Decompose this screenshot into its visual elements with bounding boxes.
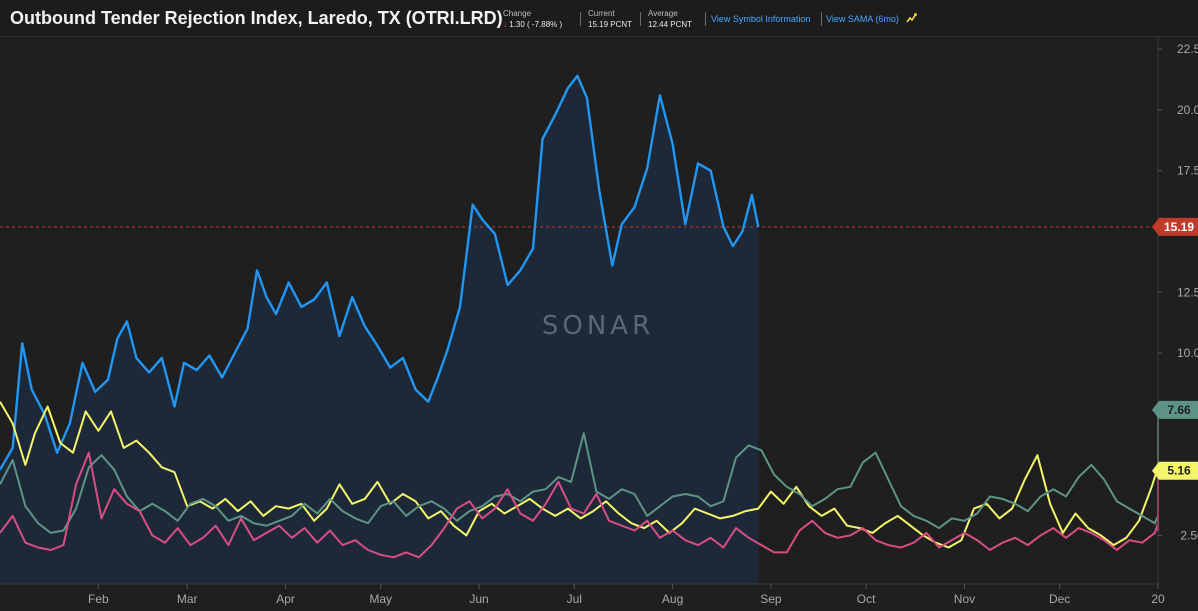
x-tick-label: Jun: [469, 592, 488, 606]
view-sama-link[interactable]: View SAMA (6mo): [826, 14, 899, 24]
x-tick-label: Aug: [662, 592, 683, 606]
value-badge-blue: 15.19: [1152, 217, 1198, 236]
current-label: Current: [588, 9, 615, 18]
value-badge-teal: 7.66: [1152, 400, 1198, 419]
average-label: Average: [648, 9, 678, 18]
value-badges: 15.19 7.66 5.16: [1152, 217, 1198, 480]
value-badge-shape: [1152, 217, 1198, 236]
series-teal-line: [0, 409, 1159, 534]
value-badge-label: 5.16: [1167, 464, 1191, 478]
y-tick-label: 2.50: [1180, 528, 1198, 542]
x-tick-label: Feb: [88, 592, 109, 606]
y-tick-label: 22.50: [1177, 42, 1198, 56]
x-tick-label: Oct: [857, 592, 876, 606]
y-tick-label: 20.00: [1177, 103, 1198, 117]
y-tick-label: 12.50: [1177, 285, 1198, 299]
x-tick-label: 20: [1151, 592, 1165, 606]
change-stat: Change ↓ 1.30 ( -7.88% ): [503, 8, 562, 30]
stat-separator: [580, 12, 581, 26]
current-value: 15.19 PCNT: [588, 20, 633, 29]
x-tick-label: May: [369, 592, 392, 606]
x-tick-label: Jul: [567, 592, 582, 606]
x-tick-label: Nov: [954, 592, 975, 606]
value-badge-label: 7.66: [1167, 403, 1191, 417]
y-tick-label: 17.50: [1177, 164, 1198, 178]
chart-area: SONAR 2.505.007.5010.0012.5015.0017.5020…: [0, 37, 1198, 611]
value-badge-label: 15.19: [1164, 220, 1194, 234]
change-label: Change: [503, 9, 532, 18]
average-value: 12.44 PCNT: [648, 20, 693, 29]
x-tick-label: Apr: [276, 592, 295, 606]
x-axis-ticks: Feb Mar Apr May Jun Jul Aug Sep Oct Nov Dec 20: [88, 584, 1165, 606]
x-tick-label: Mar: [177, 592, 198, 606]
current-stat: Current 15.19 PCNT: [588, 8, 632, 30]
arrow-down-icon: ↓: [503, 20, 507, 29]
stat-separator: [821, 12, 822, 26]
chart-trend-icon[interactable]: [906, 12, 918, 24]
sonar-watermark: SONAR: [542, 311, 654, 341]
stat-separator: [705, 12, 706, 26]
series-blue-line: [0, 74, 760, 471]
change-value-row: ↓ 1.30 ( -7.88% ): [503, 19, 562, 30]
x-tick-label: Sep: [760, 592, 782, 606]
series-layer: [0, 74, 1159, 559]
chart-header: Outbound Tender Rejection Index, Laredo,…: [0, 0, 1198, 37]
value-badge-shape: [1152, 400, 1198, 419]
series-yellow-line: [0, 401, 1159, 549]
value-badge-shape: [1152, 461, 1198, 480]
stat-separator: [640, 12, 641, 26]
y-tick-label: 10.00: [1177, 346, 1198, 360]
series-blue-area: [0, 75, 759, 585]
x-tick-label: Dec: [1049, 592, 1070, 606]
average-stat: Average 12.44 PCNT: [648, 8, 692, 30]
change-value: 1.30 ( -7.88% ): [509, 20, 563, 29]
series-pink-line: [0, 451, 1159, 559]
view-symbol-information-link[interactable]: View Symbol Information: [711, 14, 811, 24]
chart-title: Outbound Tender Rejection Index, Laredo,…: [10, 8, 503, 28]
value-badge-yellow: 5.16: [1152, 461, 1198, 480]
